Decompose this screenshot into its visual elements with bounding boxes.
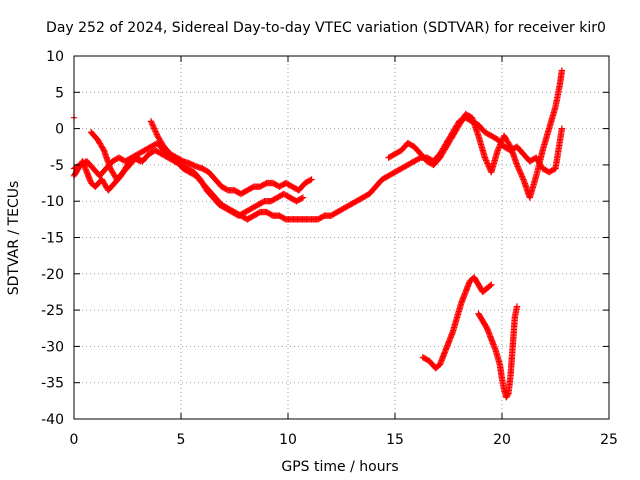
series-track-d xyxy=(385,67,566,201)
data-point xyxy=(152,129,160,137)
data-point xyxy=(299,194,307,201)
data-point xyxy=(153,131,161,138)
data-point xyxy=(99,145,107,153)
y-tick-label: 5 xyxy=(55,85,64,101)
y-tick-label: -5 xyxy=(50,158,64,174)
data-point xyxy=(498,138,505,145)
data-point xyxy=(515,166,523,173)
x-tick-label: 15 xyxy=(386,432,404,448)
data-point xyxy=(495,144,503,151)
data-point xyxy=(150,123,157,131)
y-tick-label: 10 xyxy=(46,49,64,65)
data-point xyxy=(558,125,566,132)
x-tick-label: 20 xyxy=(493,432,511,448)
data-point xyxy=(518,171,525,179)
data-point xyxy=(308,176,315,183)
y-tick-label: 0 xyxy=(55,122,64,138)
x-tick-label: 5 xyxy=(177,432,186,448)
y-tick-label: -20 xyxy=(41,267,64,283)
tick-layer: 0 5 10 15 20 25 -40 -35 -30 -25 -20 -15 -10 -5 0 5 10 xyxy=(41,49,618,448)
data-point xyxy=(137,158,144,165)
data-point xyxy=(151,126,159,134)
x-tick-label: 25 xyxy=(600,432,618,448)
data-point xyxy=(497,141,504,148)
data-point xyxy=(482,155,489,163)
y-tick-label: -10 xyxy=(41,194,64,210)
data-point xyxy=(496,142,503,150)
data-point xyxy=(517,170,525,177)
series-track-f xyxy=(419,274,495,372)
data-point xyxy=(483,158,491,166)
y-tick-label: -30 xyxy=(41,339,64,355)
data-point xyxy=(515,164,522,172)
series-track-e xyxy=(70,154,144,194)
data-point xyxy=(135,157,143,164)
y-tick-label: -25 xyxy=(41,303,64,319)
y-axis-title: SDTVAR / TECUs xyxy=(6,181,22,296)
data-point xyxy=(497,139,505,147)
data-point xyxy=(513,303,521,310)
data-point xyxy=(482,157,490,164)
data-point xyxy=(487,282,494,289)
y-tick-label: -40 xyxy=(41,412,64,428)
data-point xyxy=(484,160,491,167)
data-point xyxy=(495,145,502,153)
x-tick-label: 0 xyxy=(70,432,79,448)
series-track-g xyxy=(475,303,521,401)
data-point xyxy=(148,119,155,126)
data-point xyxy=(298,195,305,202)
x-axis-title: GPS time / hours xyxy=(281,459,398,475)
data-point xyxy=(558,67,566,74)
data-point xyxy=(149,121,156,128)
data-point xyxy=(518,173,526,180)
y-tick-label: -15 xyxy=(41,231,64,247)
data-point xyxy=(484,161,492,169)
data-point xyxy=(516,167,523,174)
data-point xyxy=(516,168,524,176)
y-tick-label: -35 xyxy=(41,376,64,392)
grid-layer xyxy=(74,56,609,419)
data-point xyxy=(519,174,526,182)
x-tick-label: 10 xyxy=(279,432,297,448)
data-point xyxy=(152,128,159,135)
chart-title: Day 252 of 2024, Sidereal Day-to-day VTE… xyxy=(46,20,606,36)
data-point xyxy=(151,125,158,132)
data-point xyxy=(514,163,521,170)
data-point xyxy=(488,281,495,288)
data-point xyxy=(513,161,521,169)
series-track-c xyxy=(147,114,566,223)
data-point xyxy=(494,147,501,154)
data-point xyxy=(149,122,157,129)
data-point xyxy=(147,118,155,125)
data-layer xyxy=(70,67,566,401)
data-point xyxy=(506,142,513,149)
data-point xyxy=(307,176,314,184)
data-point xyxy=(481,154,489,161)
